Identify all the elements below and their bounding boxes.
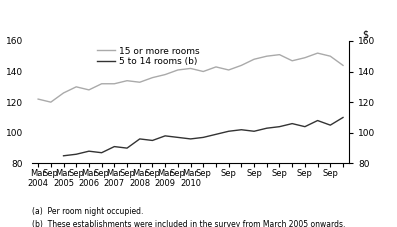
15 or more rooms <box>112 82 117 85</box>
5 to 14 rooms (b) <box>328 124 333 126</box>
15 or more rooms <box>214 66 218 68</box>
5 to 14 rooms (b) <box>188 138 193 140</box>
15 or more rooms <box>277 53 282 56</box>
15 or more rooms <box>48 101 53 104</box>
15 or more rooms <box>163 73 168 76</box>
5 to 14 rooms (b) <box>264 127 269 130</box>
15 or more rooms <box>290 59 295 62</box>
5 to 14 rooms (b) <box>214 133 218 136</box>
15 or more rooms <box>125 79 129 82</box>
5 to 14 rooms (b) <box>61 154 66 157</box>
Line: 5 to 14 rooms (b): 5 to 14 rooms (b) <box>64 118 343 156</box>
5 to 14 rooms (b) <box>74 153 79 156</box>
15 or more rooms <box>252 58 256 61</box>
5 to 14 rooms (b) <box>277 125 282 128</box>
Line: 15 or more rooms: 15 or more rooms <box>38 53 343 102</box>
15 or more rooms <box>61 91 66 94</box>
15 or more rooms <box>99 82 104 85</box>
15 or more rooms <box>328 55 333 57</box>
15 or more rooms <box>226 69 231 71</box>
15 or more rooms <box>239 64 244 67</box>
5 to 14 rooms (b) <box>137 138 142 140</box>
Y-axis label: $: $ <box>362 30 368 40</box>
5 to 14 rooms (b) <box>150 139 155 142</box>
5 to 14 rooms (b) <box>87 150 91 153</box>
Legend: 15 or more rooms, 5 to 14 rooms (b): 15 or more rooms, 5 to 14 rooms (b) <box>93 43 203 70</box>
5 to 14 rooms (b) <box>290 122 295 125</box>
15 or more rooms <box>303 56 307 59</box>
15 or more rooms <box>341 64 345 67</box>
5 to 14 rooms (b) <box>252 130 256 133</box>
5 to 14 rooms (b) <box>99 151 104 154</box>
15 or more rooms <box>188 67 193 70</box>
15 or more rooms <box>87 89 91 91</box>
15 or more rooms <box>175 69 180 71</box>
5 to 14 rooms (b) <box>315 119 320 122</box>
5 to 14 rooms (b) <box>163 134 168 137</box>
5 to 14 rooms (b) <box>201 136 206 139</box>
5 to 14 rooms (b) <box>226 130 231 133</box>
15 or more rooms <box>36 98 40 100</box>
5 to 14 rooms (b) <box>341 116 345 119</box>
5 to 14 rooms (b) <box>239 128 244 131</box>
Text: (a)  Per room night occupied.: (a) Per room night occupied. <box>32 207 143 216</box>
5 to 14 rooms (b) <box>112 145 117 148</box>
5 to 14 rooms (b) <box>175 136 180 139</box>
15 or more rooms <box>150 76 155 79</box>
15 or more rooms <box>201 70 206 73</box>
5 to 14 rooms (b) <box>303 125 307 128</box>
15 or more rooms <box>137 81 142 84</box>
15 or more rooms <box>315 52 320 54</box>
Text: (b)  These establishments were included in the survey from March 2005 onwards.: (b) These establishments were included i… <box>32 220 345 227</box>
15 or more rooms <box>264 55 269 57</box>
5 to 14 rooms (b) <box>125 147 129 149</box>
15 or more rooms <box>74 85 79 88</box>
